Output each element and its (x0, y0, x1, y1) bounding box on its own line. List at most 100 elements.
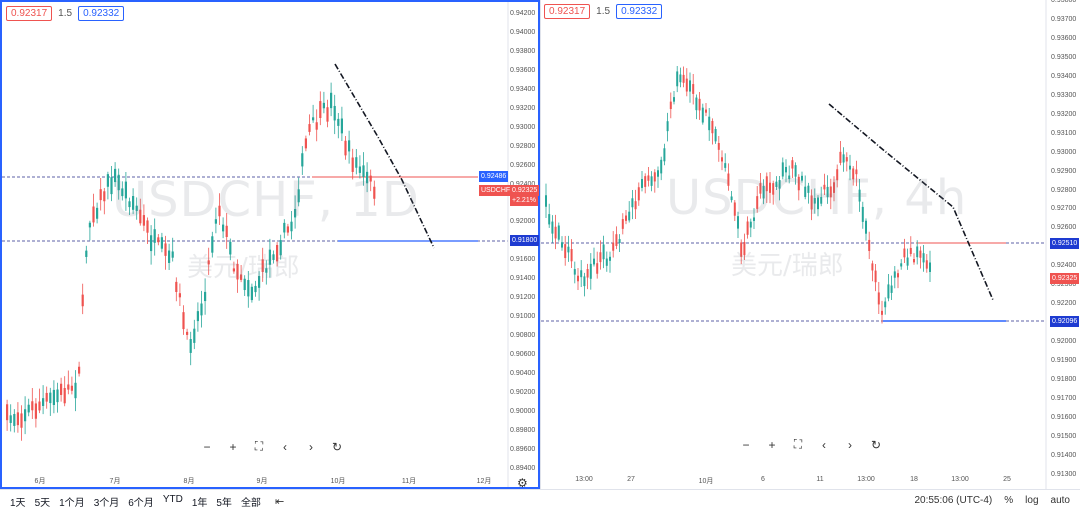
candle (663, 143, 666, 166)
candle (27, 398, 30, 417)
candle (373, 180, 376, 206)
clock-readout[interactable]: 20:55:06 (UTC-4) (914, 495, 993, 506)
chart-pane-4h[interactable]: USDCHF, 4h 美元/瑞郎 0.92317 1.5 0.92332 0.9… (540, 0, 1080, 489)
spread: 1.5 (58, 8, 73, 19)
candle (189, 331, 192, 366)
price-axis-tick: 0.93100 (1051, 129, 1077, 137)
range-button-5[interactable]: YTD (162, 494, 183, 505)
candle (135, 197, 138, 220)
reset-view-icon[interactable]: ⛶ (793, 437, 803, 451)
candle (164, 235, 167, 270)
price-axis-tick: 0.92000 (510, 218, 536, 226)
candle (103, 187, 106, 215)
range-button-6[interactable]: 1年 (191, 498, 208, 509)
candle (200, 290, 203, 328)
price-axis-tick: 0.91500 (1051, 432, 1077, 440)
candle (762, 179, 765, 205)
bid-price[interactable]: 0.92317 (544, 4, 591, 19)
ask-price[interactable]: 0.92332 (616, 4, 663, 19)
candle (717, 136, 720, 162)
scroll-right-icon[interactable]: › (309, 439, 313, 454)
zoom-in-icon[interactable]: + (768, 437, 776, 452)
candle (240, 264, 243, 283)
reset-chart-icon[interactable]: ↻ (870, 437, 882, 452)
chart-pane-daily[interactable]: USDCHF, 1D 美元/瑞郎 0.92317 1.5 0.92332 0.9… (0, 0, 540, 490)
scroll-left-icon[interactable]: ‹ (822, 437, 826, 452)
candle (279, 234, 282, 260)
price-axis-tick: 0.92600 (510, 161, 536, 169)
candle (222, 217, 225, 239)
candle (906, 248, 909, 270)
candle (110, 166, 113, 202)
range-button-1[interactable]: 5天 (34, 498, 51, 509)
go-to-date-icon[interactable]: ⇤ (274, 496, 285, 508)
time-axis-tick: 7月 (109, 478, 121, 485)
ask-price[interactable]: 0.92332 (78, 6, 125, 21)
candle (852, 166, 855, 186)
price-axis-tick: 0.89600 (510, 445, 536, 453)
candle (666, 112, 669, 142)
auto-toggle[interactable]: auto (1050, 495, 1070, 506)
candle (593, 247, 595, 267)
time-axis-tick: 11月 (401, 478, 417, 485)
candle (858, 179, 861, 212)
4h-chart-canvas[interactable] (541, 0, 1080, 489)
candle (142, 204, 145, 232)
price-axis-tick: 0.91200 (510, 294, 536, 302)
time-axis-tick: 10月 (698, 478, 714, 485)
candle (554, 214, 557, 250)
trend-line[interactable] (828, 103, 994, 301)
candle (218, 193, 221, 225)
range-button-8[interactable]: 全部 (240, 498, 261, 509)
time-axis-tick: 18 (910, 476, 918, 483)
price-axis-tick: 0.90200 (510, 389, 536, 396)
scroll-left-icon[interactable]: ‹ (283, 439, 287, 454)
candle (714, 126, 717, 144)
price-axis-tick: 0.93600 (510, 66, 536, 74)
candle (689, 72, 691, 103)
range-button-0[interactable]: 1天 (10, 498, 26, 509)
candle (92, 193, 95, 227)
spread: 1.5 (596, 6, 611, 17)
price-axis-tick: 0.90800 (510, 332, 536, 340)
zoom-in-icon[interactable]: + (229, 439, 237, 454)
candle (727, 163, 730, 191)
candle (20, 405, 23, 441)
candle (826, 175, 829, 204)
candle (769, 171, 771, 204)
candle (243, 275, 246, 297)
range-button-2[interactable]: 1个月 (59, 498, 85, 509)
candle (804, 175, 807, 200)
reset-view-icon[interactable]: ⛶ (254, 439, 264, 453)
settings-gear-icon[interactable]: ⚙ (517, 476, 528, 490)
candle (16, 402, 19, 433)
candle (344, 135, 347, 160)
candle (564, 235, 567, 266)
candle (724, 153, 727, 172)
zoom-out-icon[interactable]: − (203, 439, 211, 454)
candle (695, 94, 698, 120)
range-button-4[interactable]: 6个月 (128, 498, 154, 509)
candle (631, 189, 634, 220)
price-axis-tick: 0.91600 (1051, 413, 1077, 421)
candle (615, 226, 618, 250)
candle (884, 297, 887, 315)
range-button-7[interactable]: 5年 (216, 498, 232, 509)
candle (618, 234, 621, 252)
log-toggle[interactable]: log (1025, 495, 1039, 506)
red-line-price-label: 0.92510 (1050, 238, 1080, 249)
candle (182, 305, 185, 335)
zoom-out-icon[interactable]: − (742, 437, 750, 452)
candle (660, 156, 663, 181)
daily-chart-canvas[interactable] (2, 2, 538, 487)
candle (845, 152, 848, 172)
percent-toggle[interactable]: % (1004, 495, 1014, 506)
reset-chart-icon[interactable]: ↻ (331, 439, 343, 454)
range-button-3[interactable]: 3个月 (93, 498, 120, 509)
trend-line[interactable] (334, 63, 435, 249)
candle (685, 68, 688, 97)
bid-price[interactable]: 0.92317 (6, 6, 53, 21)
scroll-right-icon[interactable]: › (848, 437, 852, 452)
candle (794, 162, 797, 185)
price-axis-tick: 0.91300 (1051, 470, 1077, 478)
